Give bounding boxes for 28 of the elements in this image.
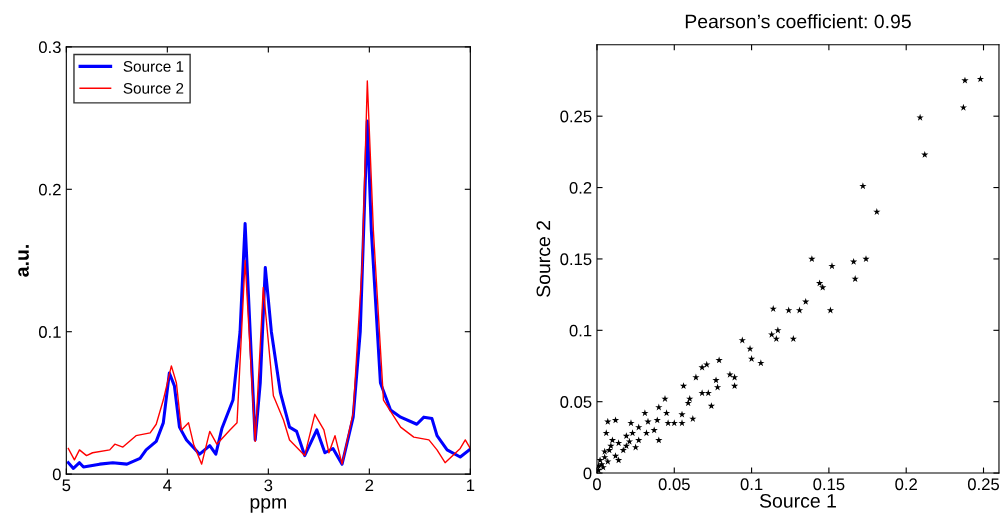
chart-title: Pearson’s coefficient: 0.95 (685, 14, 911, 29)
x-tick-label: 0.2 (895, 478, 917, 491)
y-axis-title: Source 2 (536, 221, 551, 297)
y-axis-title: a.u. (18, 245, 29, 277)
x-tick-label: 1 (466, 479, 475, 492)
x-tick-label: 2 (365, 479, 374, 492)
y-tick-label: 0 (583, 467, 592, 480)
y-tick-label: 0.1 (569, 324, 592, 337)
x-tick-label: 0.15 (813, 478, 845, 491)
x-tick-label: 5 (62, 479, 71, 492)
y-tick-label: 0.3 (38, 41, 61, 54)
legend-label: Source 2 (123, 82, 184, 94)
y-tick-label: 0.2 (38, 183, 61, 196)
x-tick-label: 3 (264, 479, 273, 492)
y-tick-label: 0.25 (560, 110, 592, 123)
x-tick-label: 0.25 (967, 478, 1000, 491)
x-tick-label: 0.1 (740, 478, 763, 491)
x-axis-title: Source 1 (759, 493, 836, 508)
x-axis-title: ppm (250, 498, 286, 513)
y-tick-label: 0.15 (560, 253, 592, 266)
x-tick-label: 0 (592, 478, 601, 491)
y-tick-label: 0.05 (560, 396, 592, 408)
legend-label: Source 1 (123, 61, 184, 72)
y-tick-label: 0.1 (38, 326, 61, 338)
y-tick-label: 0.2 (569, 181, 592, 194)
x-tick-label: 0.05 (658, 478, 690, 491)
x-tick-label: 4 (163, 479, 172, 492)
y-tick-label: 0 (52, 468, 61, 481)
